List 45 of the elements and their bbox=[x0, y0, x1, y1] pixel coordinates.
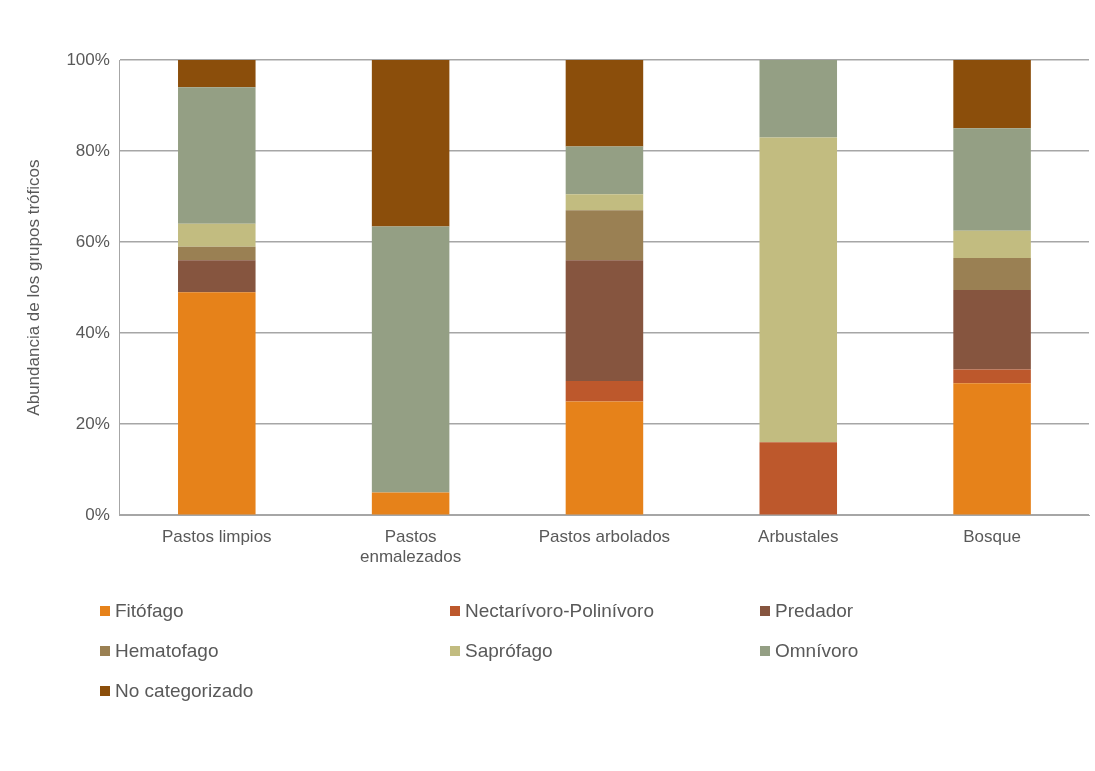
bar bbox=[371, 492, 450, 515]
legend-label: Nectarívoro-Polinívoro bbox=[465, 600, 655, 622]
legend-label: Omnívoro bbox=[775, 640, 859, 662]
bar bbox=[565, 146, 644, 195]
bar bbox=[953, 230, 1031, 259]
bar bbox=[178, 260, 256, 293]
bar bbox=[759, 137, 838, 443]
bar bbox=[565, 380, 644, 402]
legend-label: No categorizado bbox=[115, 680, 254, 702]
x-tick-label: Pastos enmalezados bbox=[360, 527, 462, 567]
bar bbox=[178, 60, 256, 88]
bar bbox=[565, 401, 644, 515]
bar bbox=[953, 128, 1031, 231]
bar bbox=[759, 60, 838, 138]
y-tick-label: 100% bbox=[66, 49, 110, 69]
bar bbox=[178, 292, 256, 515]
y-tick-label: 20% bbox=[75, 413, 110, 433]
bar bbox=[565, 260, 644, 381]
bar bbox=[953, 289, 1031, 370]
legend-label: Fitófago bbox=[115, 600, 184, 622]
x-tick-label: Pastos arbolados bbox=[538, 527, 671, 547]
bar bbox=[953, 383, 1031, 515]
bar bbox=[565, 60, 644, 147]
bar bbox=[371, 60, 450, 227]
bar bbox=[759, 442, 838, 515]
bar bbox=[178, 246, 256, 261]
bar bbox=[178, 223, 256, 247]
bar bbox=[371, 226, 450, 493]
y-tick-label: 40% bbox=[75, 322, 110, 342]
legend-label: Saprófago bbox=[465, 640, 553, 662]
bar bbox=[953, 258, 1031, 290]
x-tick-label: Arbustales bbox=[758, 527, 839, 547]
legend-label: Hematofago bbox=[115, 640, 219, 662]
y-tick-label: 80% bbox=[75, 140, 110, 160]
bar bbox=[178, 87, 256, 224]
y-tick-label: 0% bbox=[85, 504, 110, 524]
y-tick-label: 60% bbox=[75, 231, 110, 251]
bar bbox=[565, 194, 644, 211]
bar bbox=[953, 60, 1031, 129]
bar bbox=[953, 369, 1031, 384]
x-tick-label: Bosque bbox=[963, 527, 1021, 547]
y-axis-title: Abundancia de los grupos tróficos bbox=[23, 159, 43, 416]
x-tick-label: Pastos limpios bbox=[161, 527, 272, 547]
bar bbox=[565, 210, 644, 261]
legend-label: Predador bbox=[775, 600, 854, 622]
